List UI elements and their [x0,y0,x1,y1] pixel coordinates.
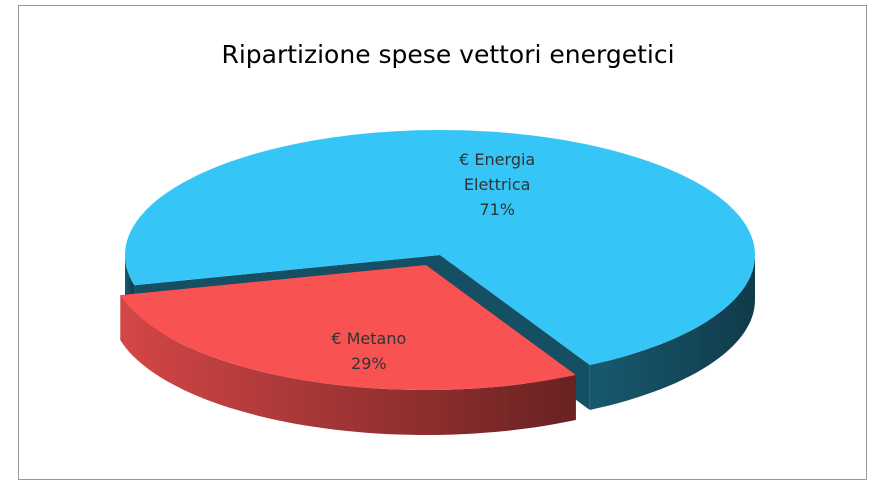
slice-top [125,130,755,365]
slice-top [120,265,576,390]
slice-side [120,295,576,435]
data-label: € Metano 29% [309,326,429,376]
slice-side [589,255,755,410]
chart-title: Ripartizione spese vettori energetici [221,40,674,69]
slice-category: € Metano [331,328,407,348]
slice-value: 71% [479,199,515,219]
pie-slice [120,265,576,435]
slice-value: 29% [351,353,387,373]
slice-category: € Energia Elettrica [459,149,536,194]
data-label: € Energia Elettrica 71% [437,147,557,222]
